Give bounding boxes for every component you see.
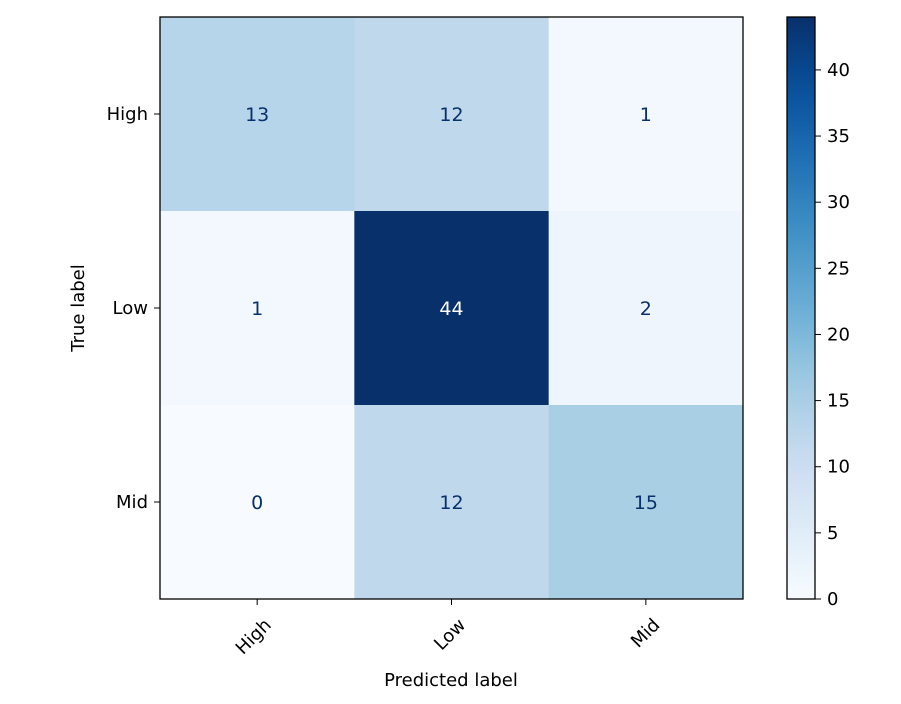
colorbar-tick-label: 10 — [827, 457, 850, 478]
y-tick-label: Mid — [116, 492, 148, 513]
colorbar-tick-label: 35 — [827, 126, 850, 147]
cell-value-label: 15 — [634, 492, 658, 514]
matrix-cells — [160, 17, 744, 600]
matrix-cell — [354, 405, 550, 600]
matrix-cell — [160, 405, 355, 600]
cell-value-label: 0 — [251, 492, 263, 514]
x-axis-label: Predicted label — [384, 670, 518, 691]
matrix-cell — [354, 17, 550, 212]
colorbar-tick-label: 20 — [827, 324, 850, 345]
matrix-cell — [160, 211, 355, 406]
x-tick-label: High — [232, 615, 276, 659]
colorbar — [786, 16, 816, 600]
cell-value-label: 13 — [245, 104, 269, 126]
colorbar-tick-label: 15 — [827, 391, 850, 412]
cell-value-label: 1 — [251, 298, 263, 320]
x-tick-label: Low — [430, 615, 470, 655]
colorbar-tick-label: 5 — [827, 523, 838, 544]
cell-value-label: 2 — [640, 298, 652, 320]
y-tick-label: Low — [113, 298, 148, 319]
colorbar-tick-label: 40 — [827, 60, 850, 81]
x-axis-ticks: High Low Mid — [232, 599, 664, 659]
colorbar-tick-label: 30 — [827, 192, 850, 213]
matrix-cell — [160, 17, 355, 212]
cell-value-label: 1 — [640, 104, 652, 126]
colorbar-ticks: 0 5 10 15 20 25 30 35 40 — [815, 60, 850, 610]
colorbar-tick-label: 25 — [827, 258, 850, 279]
matrix-cell-labels: 13 12 11 44 20 12 15 — [245, 104, 658, 514]
colorbar-tick-label: 0 — [827, 589, 838, 610]
matrix-cell — [548, 211, 744, 406]
matrix-cell — [548, 405, 744, 600]
cell-value-label: 12 — [439, 104, 463, 126]
matrix-cell — [548, 17, 744, 212]
y-axis-label: True label — [68, 264, 89, 353]
cell-value-label: 44 — [439, 298, 463, 320]
cell-value-label: 12 — [439, 492, 463, 514]
matrix-cell — [354, 211, 550, 406]
y-axis-ticks: High Low Mid — [107, 104, 160, 513]
x-tick-label: Mid — [627, 615, 664, 652]
y-tick-label: High — [107, 104, 148, 125]
